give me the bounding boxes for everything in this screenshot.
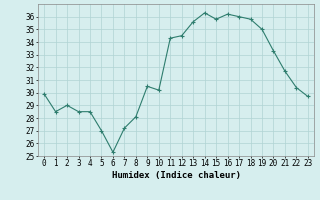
X-axis label: Humidex (Indice chaleur): Humidex (Indice chaleur) [111,171,241,180]
